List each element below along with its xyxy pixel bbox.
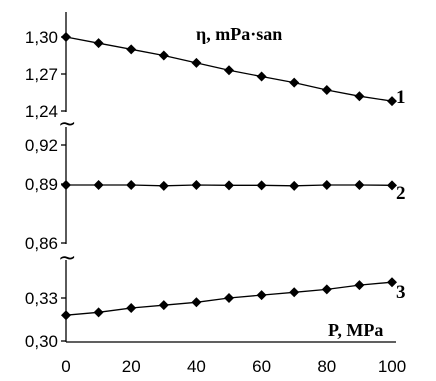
y-tick-label: 0,86 <box>25 234 58 253</box>
data-point-series-2 <box>126 180 137 191</box>
data-point-series-1 <box>61 32 71 42</box>
x-tick-label: 60 <box>252 357 271 376</box>
data-point-series-1 <box>158 50 169 61</box>
y-tick-label: 1,24 <box>25 102 58 121</box>
data-point-series-3 <box>289 287 300 298</box>
data-point-series-1 <box>224 65 234 76</box>
y-tick-label: 1,30 <box>25 28 58 47</box>
labels-layer: 1,30 1,27 1,24 1 0,92 0,89 0,86 2 0,33 0,30 3 0 20 40… <box>25 24 406 376</box>
data-point-series-1 <box>93 38 104 49</box>
data-point-series-2 <box>224 180 234 191</box>
y-tick-label: 0,33 <box>25 289 58 308</box>
y-tick-label: 0,89 <box>25 175 58 194</box>
data-point-series-3 <box>224 293 234 303</box>
data-point-series-2 <box>93 180 104 191</box>
data-point-series-3 <box>321 284 332 295</box>
series-layer <box>61 32 397 321</box>
data-point-series-2 <box>191 180 202 191</box>
x-tick-label: 20 <box>122 357 141 376</box>
data-point-series-1 <box>126 44 137 55</box>
data-point-series-3 <box>387 277 397 288</box>
x-axis-title: P, MPa <box>328 320 383 340</box>
axes-layer: ~~ <box>58 12 396 343</box>
data-point-series-2 <box>321 180 332 191</box>
data-point-series-3 <box>93 307 104 318</box>
y-axis-title: η, mPa·san <box>196 24 282 44</box>
data-point-series-2 <box>354 180 365 191</box>
data-point-series-1 <box>354 91 365 102</box>
data-point-series-1 <box>256 71 267 82</box>
series-label-3: 3 <box>396 282 406 303</box>
x-tick-label: 80 <box>317 357 336 376</box>
data-point-series-2 <box>158 180 169 191</box>
series-label-1: 1 <box>396 87 406 108</box>
y-tick-label: 1,27 <box>25 65 58 84</box>
x-tick-label: 100 <box>378 357 406 376</box>
data-point-series-2 <box>256 180 267 191</box>
data-point-series-2 <box>61 180 71 191</box>
data-point-series-2 <box>289 180 300 191</box>
y-tick-label: 0,30 <box>25 332 58 351</box>
data-point-series-3 <box>158 300 169 311</box>
y-tick-label: 0,92 <box>25 136 58 155</box>
data-point-series-3 <box>354 280 365 291</box>
data-point-series-1 <box>321 85 332 96</box>
data-point-series-3 <box>61 310 71 321</box>
data-point-series-1 <box>289 77 300 88</box>
data-point-series-2 <box>387 180 397 191</box>
axis-break-icon: ~ <box>58 112 76 137</box>
series-label-2: 2 <box>396 183 406 204</box>
data-point-series-1 <box>387 96 397 107</box>
data-point-series-3 <box>256 290 267 301</box>
axis-break-icon: ~ <box>58 246 76 271</box>
data-point-series-3 <box>191 297 202 308</box>
data-point-series-3 <box>126 303 137 314</box>
data-point-series-1 <box>191 57 202 68</box>
x-tick-label: 0 <box>61 357 70 376</box>
x-tick-label: 40 <box>187 357 206 376</box>
